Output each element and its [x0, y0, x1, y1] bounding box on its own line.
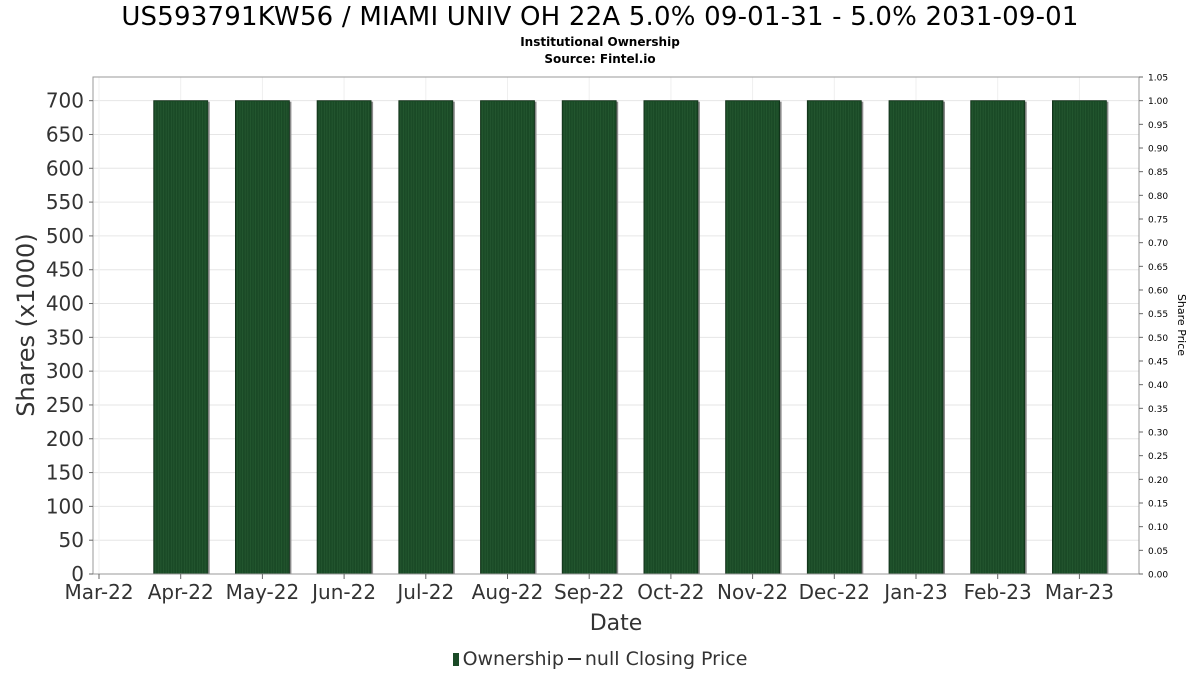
- y2-tick-label: 0.80: [1148, 192, 1168, 202]
- y-tick-label: 300: [46, 359, 84, 383]
- y2-tick-label: 0.90: [1148, 145, 1168, 155]
- y2-tick-label: 0.65: [1148, 263, 1168, 273]
- y2-tick-label: 0.60: [1148, 287, 1168, 297]
- y2-tick-label: 0.30: [1148, 429, 1168, 439]
- chart-subtitle: Institutional Ownership: [520, 35, 680, 49]
- ownership-swatch: [452, 653, 459, 666]
- bar-texture: [400, 101, 451, 574]
- bar-Jan-23: [888, 100, 944, 575]
- x-tick-label: Sep-22: [554, 580, 624, 604]
- y-tick-label: 350: [46, 325, 84, 349]
- bar-Oct-22: [643, 100, 699, 575]
- y2-tick-label: 0.55: [1148, 310, 1168, 320]
- bar-texture: [727, 101, 778, 574]
- bar-texture: [237, 101, 288, 574]
- y2-tick-label: 0.10: [1148, 523, 1168, 533]
- bar-Jun-22: [316, 100, 372, 575]
- bar-Aug-22: [480, 100, 535, 575]
- y2-tick-label: 0.45: [1148, 358, 1168, 368]
- y-tick-label: 100: [46, 494, 84, 518]
- y-tick-label: 200: [46, 427, 84, 451]
- bar-texture: [482, 101, 533, 574]
- chart-source: Source: Fintel.io: [544, 52, 656, 66]
- bar-texture: [972, 101, 1023, 574]
- y2-axis: 0.00 0.05 0.10 0.15 0.20 0.25 0.30 0.35 0.40 0.45…: [1139, 74, 1168, 581]
- y-tick-label: 250: [46, 393, 84, 417]
- plot-frame: [92, 76, 1140, 575]
- y2-tick-label: 0.20: [1148, 476, 1168, 486]
- legend-ownership-label: Ownership: [462, 648, 564, 670]
- y-tick-label: 700: [46, 89, 84, 113]
- bar-Feb-23: [970, 100, 1026, 575]
- x-axis: Mar-22 Apr-22 May-22 Jun-22 Jul-22 Aug-22 Sep-…: [64, 574, 1114, 604]
- price-line-swatch: [567, 658, 581, 660]
- bar-Mar-23: [1052, 100, 1107, 575]
- y-tick-label: 650: [46, 122, 84, 146]
- y2-tick-label: 0.25: [1148, 452, 1168, 462]
- y-tick-label: 450: [46, 258, 84, 282]
- bar-texture: [890, 101, 941, 574]
- y-tick-label: 400: [46, 292, 84, 316]
- bar-texture: [155, 101, 209, 574]
- y2-tick-label: 0.40: [1148, 381, 1168, 391]
- y-tick-label: 150: [46, 461, 84, 485]
- x-axis-label: Date: [590, 611, 643, 636]
- x-tick-label: Aug-22: [472, 580, 544, 604]
- x-tick-label: Mar-22: [64, 580, 133, 604]
- bar-Apr-22: [153, 100, 209, 575]
- bar-Jul-22: [398, 100, 454, 575]
- y-tick-label: 500: [46, 224, 84, 248]
- x-tick-label: Jan-23: [882, 580, 948, 604]
- x-tick-label: Apr-22: [148, 580, 214, 604]
- bar-texture: [645, 101, 696, 574]
- x-tick-label: Nov-22: [717, 580, 788, 604]
- x-tick-label: Jul-22: [395, 580, 454, 604]
- y-tick-label: 550: [46, 190, 84, 214]
- y2-tick-label: 0.00: [1148, 571, 1168, 581]
- bar-texture: [1054, 101, 1107, 574]
- y2-tick-label: 0.75: [1148, 216, 1168, 226]
- legend: Ownership null Closing Price: [0, 648, 1200, 670]
- x-tick-label: Feb-23: [964, 580, 1032, 604]
- y2-tick-label: 0.95: [1148, 121, 1168, 131]
- x-tick-label: Jun-22: [310, 580, 376, 604]
- bar-May-22: [234, 100, 290, 575]
- y2-tick-label: 0.15: [1148, 500, 1168, 510]
- bar-Sep-22: [561, 100, 617, 575]
- bar-texture: [563, 101, 614, 574]
- legend-price-label: null Closing Price: [584, 648, 748, 670]
- y-tick-label: 0: [71, 562, 84, 586]
- y2-axis-label: Share Price: [1175, 294, 1188, 356]
- bars: [153, 100, 1109, 575]
- y2-tick-label: 0.50: [1148, 334, 1168, 344]
- y2-tick-label: 0.35: [1148, 405, 1168, 415]
- y2-tick-label: 1.05: [1148, 74, 1168, 84]
- y2-tick-label: 1.00: [1148, 97, 1168, 107]
- y-tick-label: 600: [46, 156, 84, 180]
- y2-tick-label: 0.05: [1148, 547, 1168, 557]
- y-axis: 0 50 100 150 200 250 300 350 400 450 500 550 600 650 7…: [46, 89, 93, 586]
- y-tick-label: 50: [59, 528, 84, 552]
- y2-tick-label: 0.70: [1148, 239, 1168, 249]
- chart-title: US593791KW56 / MIAMI UNIV OH 22A 5.0% 09…: [121, 2, 1079, 32]
- bar-Dec-22: [806, 100, 862, 575]
- x-tick-label: Dec-22: [799, 580, 870, 604]
- x-tick-label: Mar-23: [1045, 580, 1114, 604]
- x-tick-label: May-22: [226, 580, 300, 604]
- bar-Nov-22: [725, 100, 780, 575]
- y-axis-label: Shares (x1000): [12, 233, 40, 416]
- y2-tick-label: 0.85: [1148, 168, 1168, 178]
- x-tick-label: Oct-22: [637, 580, 704, 604]
- bar-texture: [318, 101, 369, 574]
- bar-texture: [808, 101, 860, 574]
